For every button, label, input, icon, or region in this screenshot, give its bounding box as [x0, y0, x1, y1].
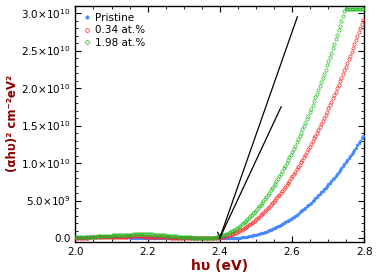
1.98 at.% [127, 233, 131, 236]
1.98 at.% [206, 236, 211, 240]
1.98 at.% [90, 235, 95, 238]
0.34 at.% [150, 235, 154, 238]
0.34 at.% [209, 236, 214, 240]
0.34 at.% [85, 236, 89, 239]
Pristine [127, 236, 131, 239]
Line: Pristine: Pristine [74, 135, 364, 239]
Line: 1.98 at.%: 1.98 at.% [74, 8, 365, 240]
1.98 at.% [361, 8, 366, 11]
1.98 at.% [338, 24, 342, 27]
1.98 at.% [73, 236, 78, 239]
Pristine [361, 134, 366, 138]
Line: 0.34 at.%: 0.34 at.% [74, 18, 365, 240]
0.34 at.% [90, 236, 95, 239]
0.34 at.% [338, 80, 342, 83]
Pristine [338, 169, 342, 172]
Legend: Pristine, 0.34 at.%, 1.98 at.%: Pristine, 0.34 at.%, 1.98 at.% [81, 11, 147, 50]
Pristine [90, 236, 95, 239]
0.34 at.% [73, 236, 78, 239]
Pristine [85, 236, 89, 239]
1.98 at.% [150, 233, 154, 236]
Pristine [73, 236, 78, 239]
Y-axis label: (αhυ)² cm⁻²eV²: (αhυ)² cm⁻²eV² [6, 75, 19, 172]
Pristine [226, 236, 231, 240]
1.98 at.% [85, 235, 89, 239]
X-axis label: hυ (eV): hυ (eV) [191, 259, 248, 273]
Pristine [348, 155, 352, 158]
1.98 at.% [349, 8, 354, 11]
0.34 at.% [348, 54, 352, 57]
0.34 at.% [361, 18, 366, 21]
Pristine [150, 236, 154, 240]
1.98 at.% [344, 8, 348, 11]
0.34 at.% [127, 235, 131, 238]
